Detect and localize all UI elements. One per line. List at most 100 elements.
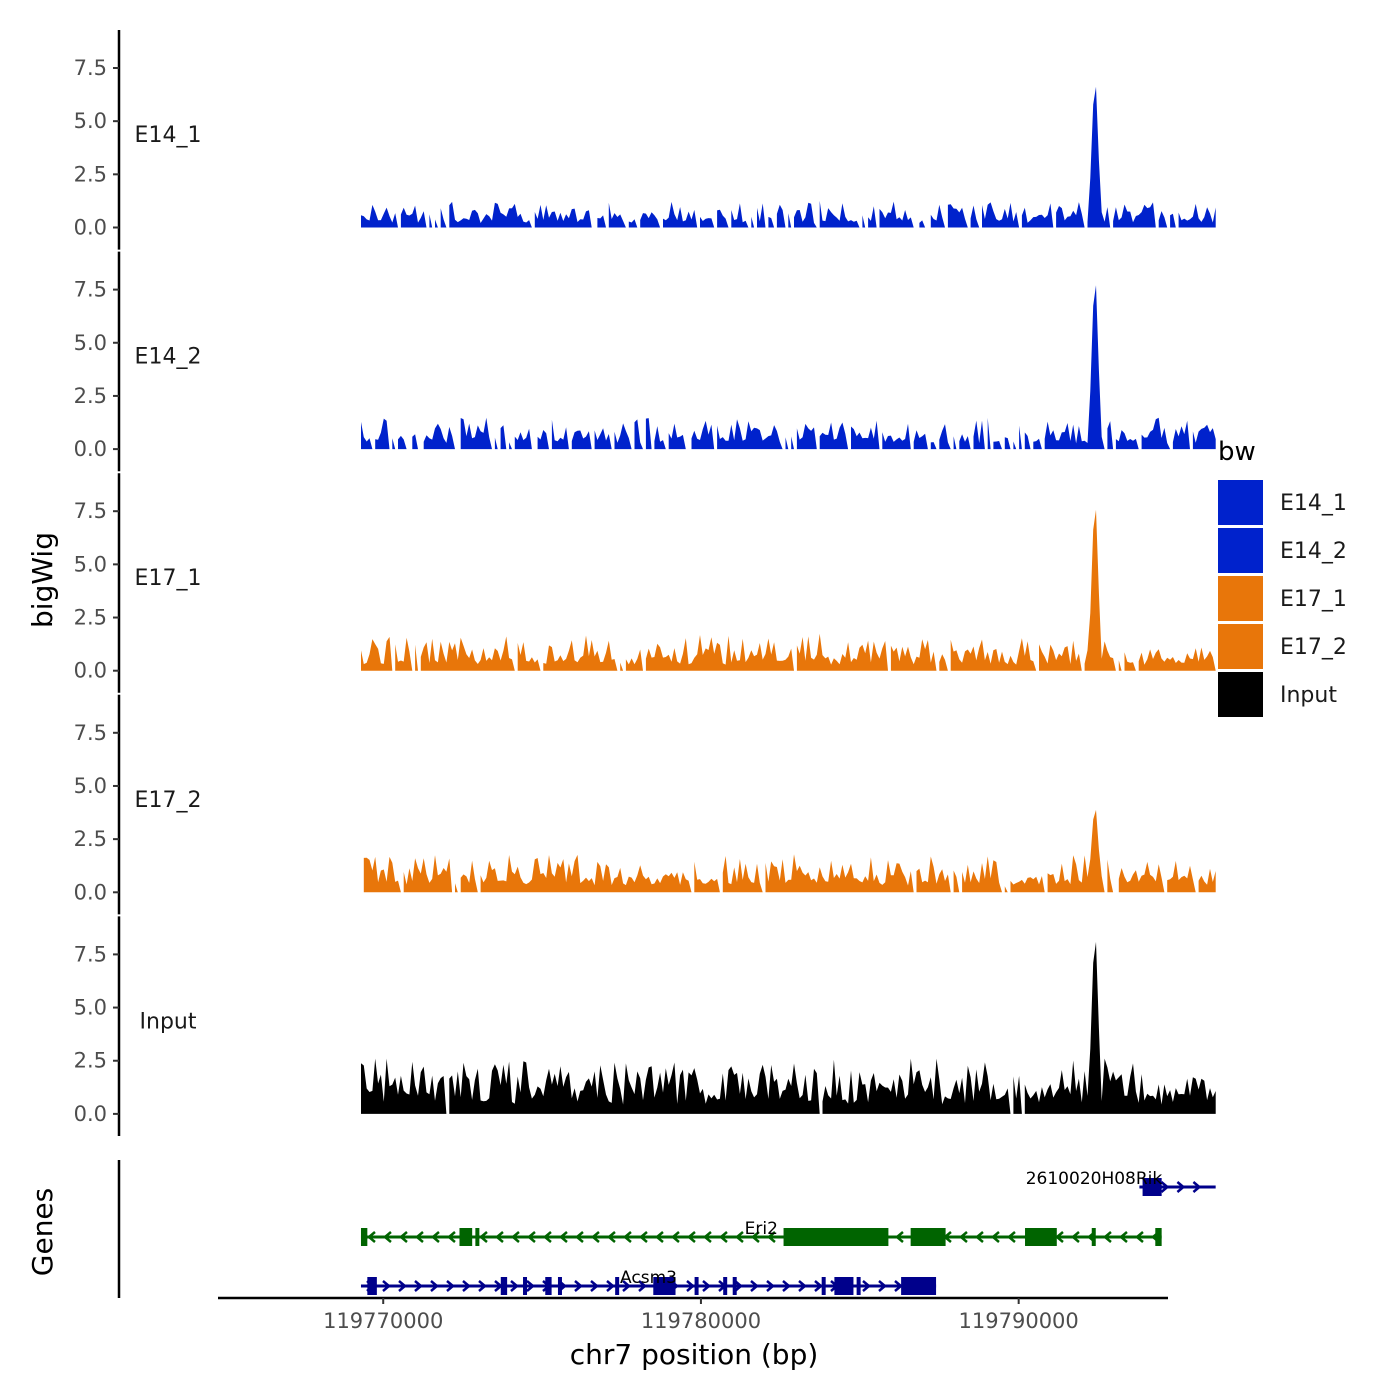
strand-arrow	[383, 1231, 392, 1243]
strand-arrow	[1135, 1231, 1144, 1243]
y-tick-label: 5.0	[74, 331, 107, 355]
strand-arrow	[1119, 1231, 1128, 1243]
track-e14-1: 0.0 2.5 5.0 7.5 E14_1	[74, 30, 1216, 250]
legend-swatch	[1218, 480, 1263, 525]
strand-arrow	[671, 1231, 680, 1243]
legend-swatch	[1218, 624, 1263, 669]
y-tick-label: 5.0	[74, 109, 107, 133]
track-e17-1: 0.0 2.5 5.0 7.5 E17_1	[74, 473, 1216, 693]
y-tick-label: 5.0	[74, 996, 107, 1020]
exon	[901, 1277, 937, 1295]
strand-arrow	[798, 1280, 807, 1292]
exon	[1155, 1228, 1162, 1246]
strand-arrow	[702, 1280, 711, 1292]
exon	[615, 1277, 620, 1295]
x-axis-title: chr7 position (bp)	[570, 1338, 819, 1371]
strand-arrow	[894, 1280, 903, 1292]
strand-arrow	[1103, 1231, 1112, 1243]
exon	[653, 1277, 676, 1295]
strand-arrow	[606, 1280, 615, 1292]
x-tick-label: 119790000	[959, 1309, 1079, 1333]
y-tick-label: 0.0	[74, 216, 107, 240]
signal-tracks: 0.0 2.5 5.0 7.5 E14_1 0.0 2.5 5.0 7.5 E14_2 0.0 2.5…	[74, 30, 1216, 1136]
exon	[523, 1277, 528, 1295]
legend-swatch	[1218, 528, 1263, 573]
strand-arrow	[478, 1280, 487, 1292]
gene-acsm3: Acsm3	[360, 1268, 937, 1295]
legend-label: E14_2	[1280, 539, 1347, 564]
strand-arrow	[607, 1231, 616, 1243]
gene-2610020h08rik: 2610020H08Rik	[1026, 1169, 1216, 1196]
strand-arrow	[431, 1231, 440, 1243]
genes-panel: 2610020H08Rik Eri2 Acsm3	[117, 1160, 1216, 1298]
exon	[834, 1277, 854, 1295]
track-e17-2: 0.0 2.5 5.0 7.5 E17_2	[74, 694, 1216, 915]
y-axis-title: bigWig	[26, 532, 59, 628]
y-tick-label: 7.5	[74, 499, 107, 523]
exon	[1142, 1178, 1162, 1196]
strand-arrow	[382, 1280, 391, 1292]
track-label: E17_2	[135, 788, 202, 813]
legend-label: E17_2	[1280, 635, 1347, 660]
strand-arrow	[415, 1231, 424, 1243]
strand-arrow	[414, 1280, 423, 1292]
y-tick-label: 2.5	[74, 1049, 107, 1073]
exon	[694, 1277, 699, 1295]
strand-arrow	[734, 1280, 743, 1292]
strand-arrow	[638, 1280, 647, 1292]
strand-arrow	[686, 1280, 695, 1292]
strand-arrow	[367, 1231, 376, 1243]
strand-arrow	[687, 1231, 696, 1243]
strand-arrow	[814, 1280, 823, 1292]
strand-arrow	[751, 1231, 760, 1243]
strand-arrow	[975, 1231, 984, 1243]
y-tick-label: 7.5	[74, 56, 107, 80]
strand-arrow	[622, 1280, 631, 1292]
track-input: 0.0 2.5 5.0 7.5 Input	[74, 916, 1216, 1136]
strand-arrow	[430, 1280, 439, 1292]
signal-area	[361, 941, 1216, 1114]
strand-arrow	[1055, 1231, 1064, 1243]
strand-arrow	[1176, 1181, 1186, 1193]
legend-title: bw	[1218, 437, 1256, 467]
strand-arrow	[526, 1280, 535, 1292]
y-tick-label: 0.0	[74, 1102, 107, 1126]
exon	[910, 1228, 946, 1246]
strand-arrow	[446, 1280, 455, 1292]
y-tick-label: 5.0	[74, 774, 107, 798]
exon	[367, 1277, 377, 1295]
strand-arrow	[895, 1231, 904, 1243]
signal-area	[361, 86, 1216, 228]
exon	[821, 1277, 826, 1295]
y-tick-label: 2.5	[74, 162, 107, 186]
gene-label: 2610020H08Rik	[1026, 1169, 1163, 1189]
strand-arrow	[750, 1280, 759, 1292]
exon	[500, 1277, 508, 1295]
strand-arrow	[959, 1231, 968, 1243]
strand-arrow	[878, 1280, 887, 1292]
exon	[783, 1228, 889, 1246]
gene-label: Acsm3	[620, 1268, 677, 1288]
exon	[723, 1277, 728, 1295]
strand-arrow	[591, 1231, 600, 1243]
gene-eri2: Eri2	[360, 1219, 1162, 1246]
strand-arrow	[1192, 1181, 1202, 1193]
exon	[557, 1277, 562, 1295]
exon	[459, 1228, 473, 1246]
strand-arrow	[559, 1231, 568, 1243]
y-tick-label: 0.0	[74, 659, 107, 683]
y-tick-label: 0.0	[74, 880, 107, 904]
x-axis: 119770000 119780000 119790000	[218, 1296, 1168, 1333]
strand-arrow	[703, 1231, 712, 1243]
legend-label: Input	[1280, 683, 1337, 708]
exon	[545, 1277, 552, 1295]
x-tick-label: 119780000	[641, 1309, 761, 1333]
legend-swatch	[1218, 576, 1263, 621]
strand-arrow	[719, 1231, 728, 1243]
strand-arrow	[639, 1231, 648, 1243]
strand-arrow	[462, 1280, 471, 1292]
strand-arrow	[511, 1231, 520, 1243]
exon	[1091, 1228, 1096, 1246]
y-tick-label: 2.5	[74, 384, 107, 408]
y-tick-label: 7.5	[74, 721, 107, 745]
